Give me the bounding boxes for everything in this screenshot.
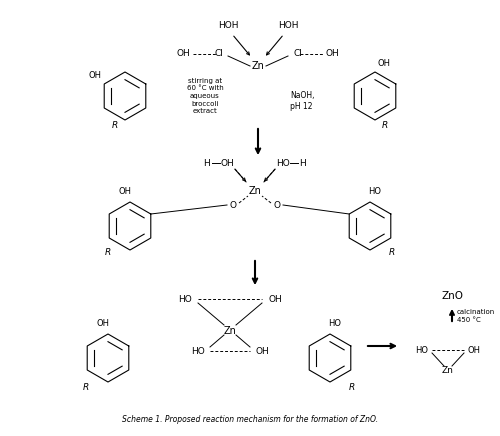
Text: Cl: Cl (214, 50, 223, 58)
Text: H: H (204, 159, 210, 167)
Text: stirring at
60 °C with
aqueous
broccoli
extract: stirring at 60 °C with aqueous broccoli … (186, 78, 224, 114)
Text: H: H (300, 159, 306, 167)
Text: OH: OH (255, 347, 269, 355)
Text: OH: OH (468, 345, 480, 354)
Text: HO: HO (328, 319, 342, 328)
Text: HOH: HOH (278, 21, 298, 31)
Text: OH: OH (118, 187, 132, 196)
Text: OH: OH (268, 294, 282, 303)
Text: HOH: HOH (218, 21, 238, 31)
Text: OH: OH (326, 50, 340, 58)
Text: NaOH,
pH 12: NaOH, pH 12 (290, 91, 314, 111)
Text: R: R (105, 248, 111, 256)
Text: O: O (274, 201, 280, 211)
Text: Zn: Zn (248, 186, 262, 196)
Text: ZnO: ZnO (441, 291, 463, 301)
Text: Scheme 1. Proposed reaction mechanism for the formation of ZnO.: Scheme 1. Proposed reaction mechanism fo… (122, 415, 378, 424)
Text: Zn: Zn (252, 61, 264, 71)
Text: Zn: Zn (224, 326, 236, 336)
Text: calcination
450 °C: calcination 450 °C (457, 309, 495, 323)
Text: OH: OH (96, 319, 110, 328)
Text: HO: HO (178, 294, 192, 303)
Text: HO: HO (191, 347, 205, 355)
Text: R: R (349, 382, 355, 392)
Text: HO: HO (416, 345, 428, 354)
Text: OH: OH (176, 50, 190, 58)
Text: R: R (382, 120, 388, 129)
Text: R: R (112, 120, 118, 129)
Text: OH: OH (220, 159, 234, 167)
Text: O: O (230, 201, 236, 211)
Text: OH: OH (88, 71, 101, 80)
Text: R: R (83, 382, 89, 392)
Text: Cl: Cl (293, 50, 302, 58)
Text: HO: HO (276, 159, 290, 167)
Text: OH: OH (378, 59, 391, 68)
Text: Zn: Zn (442, 365, 454, 375)
Text: HO: HO (368, 187, 382, 196)
Text: R: R (389, 248, 395, 256)
